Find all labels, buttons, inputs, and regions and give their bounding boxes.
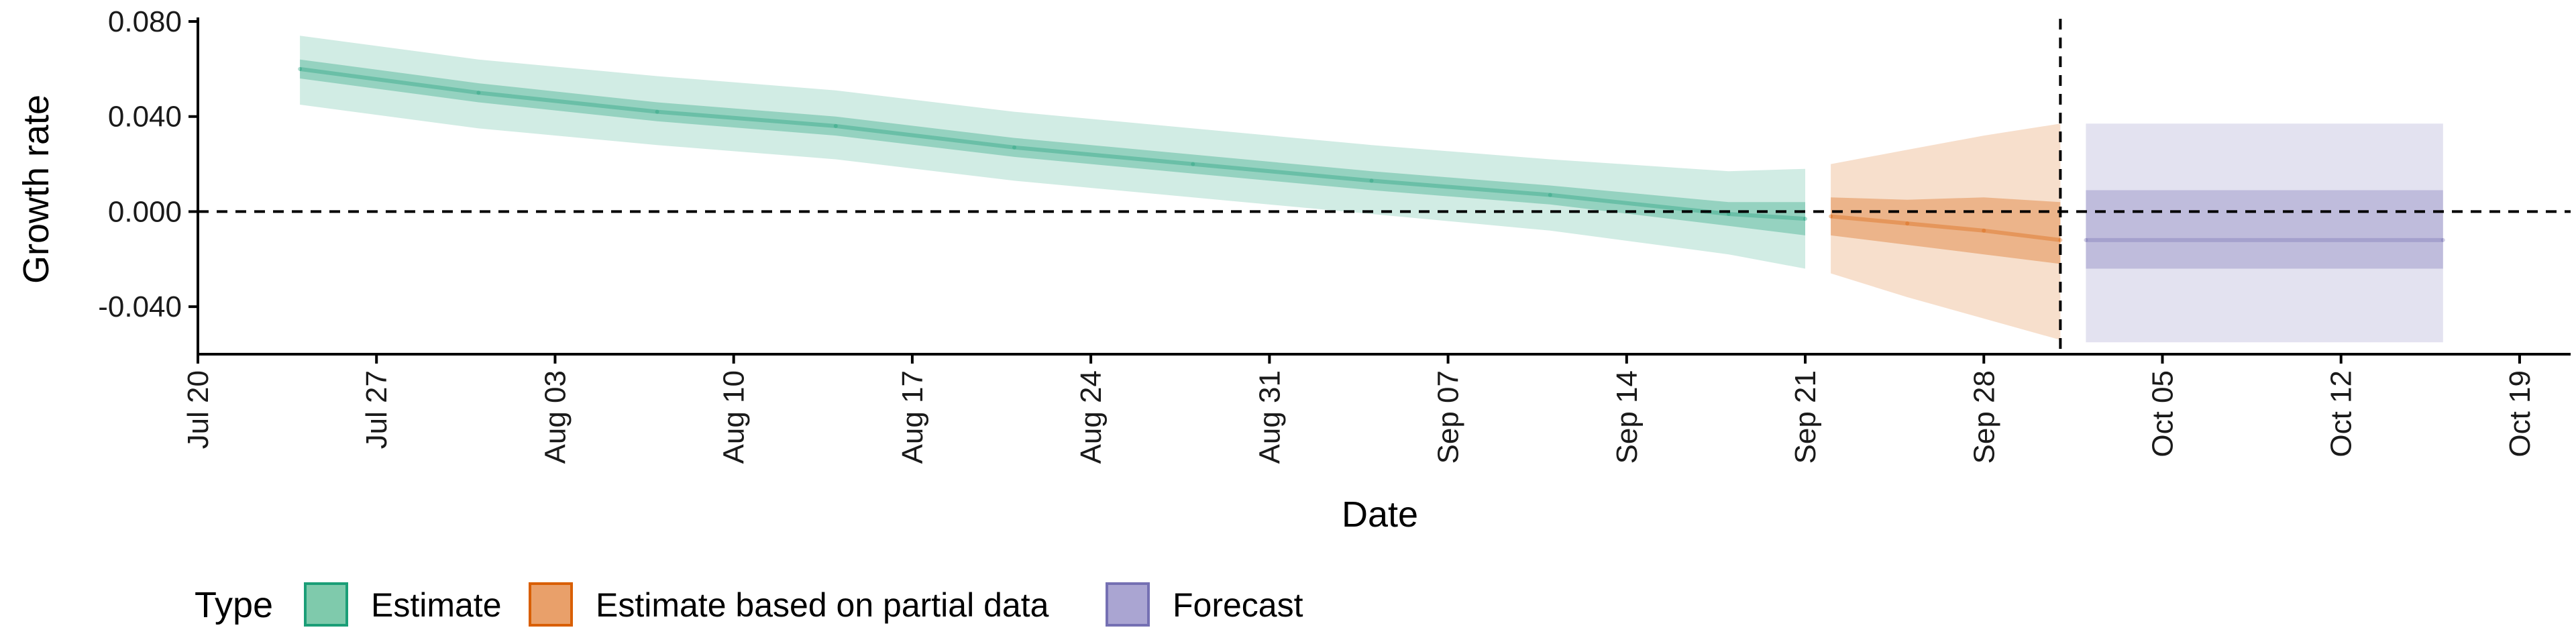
band-layer bbox=[298, 36, 2445, 343]
x-tick-label: Aug 10 bbox=[718, 370, 751, 464]
y-tick-label: 0.000 bbox=[108, 195, 182, 228]
median-line-estimate bbox=[299, 66, 1806, 221]
x-tick-label: Sep 14 bbox=[1611, 370, 1644, 464]
inner-band-estimate-based-on-partial-data bbox=[1831, 197, 2061, 264]
legend-title: Type bbox=[195, 585, 273, 625]
x-tick-label: Jul 20 bbox=[182, 370, 215, 449]
legend-key-forecast bbox=[1106, 582, 1150, 627]
x-tick-label: Sep 07 bbox=[1432, 370, 1465, 464]
legend-key-estimate bbox=[304, 582, 348, 627]
x-tick-label: Aug 24 bbox=[1075, 370, 1108, 464]
median-point bbox=[1191, 162, 1195, 166]
median-point bbox=[1726, 212, 1731, 216]
legend-label-forecast: Forecast bbox=[1173, 586, 1303, 624]
x-tick-label: Aug 17 bbox=[896, 370, 929, 464]
median-point bbox=[1905, 221, 1910, 226]
x-tick-label: Sep 28 bbox=[1968, 370, 2000, 464]
series-estimate-based-on-partial-data bbox=[1829, 123, 2063, 340]
x-tick-label: Oct 05 bbox=[2146, 370, 2179, 458]
legend-key-estimate-based-on-partial-data bbox=[529, 582, 573, 627]
series-forecast bbox=[2084, 123, 2445, 343]
inner-band-forecast bbox=[2086, 190, 2443, 269]
y-tick-label: 0.040 bbox=[108, 101, 182, 133]
y-tick-label: 0.080 bbox=[108, 5, 182, 38]
median-point bbox=[655, 109, 659, 114]
median-point bbox=[2440, 237, 2445, 242]
inner-band-estimate bbox=[300, 59, 1805, 235]
median-point bbox=[1548, 193, 1552, 197]
median-point bbox=[833, 123, 838, 128]
x-axis-title: Date bbox=[1342, 494, 1418, 535]
axes: Jul 20 Jul 27 Aug 03 Aug 10 Aug 17 Aug 24 Aug … bbox=[98, 5, 2571, 464]
median-point bbox=[2084, 237, 2088, 242]
median-point bbox=[1012, 145, 1016, 150]
y-tick-label: -0.040 bbox=[98, 290, 182, 323]
legend-label-estimate-based-on-partial-data: Estimate based on partial data bbox=[596, 586, 1049, 624]
x-tick-label: Aug 03 bbox=[539, 370, 572, 464]
median-line-estimate-based-on-partial-data bbox=[1830, 214, 2061, 242]
x-tick-label: Oct 19 bbox=[2504, 370, 2536, 458]
x-tick-label: Sep 21 bbox=[1789, 370, 1822, 464]
x-tick-label: Oct 12 bbox=[2325, 370, 2358, 458]
x-tick-label: Aug 31 bbox=[1253, 370, 1286, 464]
legend: Type Estimate Estimate based on partial da… bbox=[195, 582, 1303, 627]
median-point bbox=[1829, 214, 1833, 219]
median-point bbox=[1982, 228, 1986, 233]
y-axis-title: Growth rate bbox=[16, 95, 56, 284]
series-estimate bbox=[298, 36, 1807, 269]
median-point bbox=[1369, 178, 1374, 183]
outer-band-estimate-based-on-partial-data bbox=[1831, 123, 2061, 340]
median-point bbox=[2058, 237, 2063, 242]
median-point bbox=[1803, 217, 1807, 221]
x-tick-label: Jul 27 bbox=[360, 370, 393, 449]
legend-label-estimate: Estimate bbox=[371, 586, 502, 624]
median-point bbox=[476, 91, 481, 95]
median-point bbox=[298, 66, 303, 71]
outer-band-forecast bbox=[2086, 123, 2443, 343]
reference-lines bbox=[198, 19, 2571, 354]
